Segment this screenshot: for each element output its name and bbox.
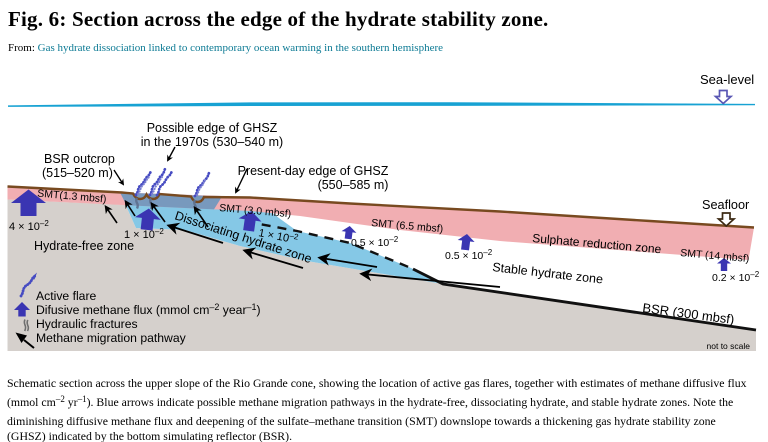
- svg-text:Methane migration pathway: Methane migration pathway: [36, 331, 187, 345]
- svg-text:Sea-level: Sea-level: [700, 72, 754, 87]
- svg-text:Difusive methane flux (mmol cm: Difusive methane flux (mmol cm–2 year–1): [36, 302, 261, 317]
- svg-text:Fig. 6: Section across the edg: Fig. 6: Section across the edge of the h…: [8, 7, 548, 31]
- svg-text:Possible edge of GHSZ: Possible edge of GHSZ: [147, 121, 278, 135]
- svg-text:4 × 10–2: 4 × 10–2: [9, 219, 49, 233]
- svg-text:Hydrate-free zone: Hydrate-free zone: [34, 239, 134, 253]
- svg-text:Present-day edge of GHSZ: Present-day edge of GHSZ: [238, 164, 389, 178]
- svg-text:(515–520 m): (515–520 m): [42, 166, 113, 180]
- svg-text:(mmol cm–2 yr–1). Blue arrows: (mmol cm–2 yr–1). Blue arrows indicate p…: [7, 394, 733, 409]
- svg-text:(550–585 m): (550–585 m): [318, 178, 389, 192]
- svg-text:0.2 × 10–2: 0.2 × 10–2: [712, 270, 760, 284]
- svg-text:Schematic section across the u: Schematic section across the upper slope…: [7, 376, 747, 390]
- svg-text:0.5 × 10–2: 0.5 × 10–2: [445, 248, 493, 262]
- svg-text:BSR outcrop: BSR outcrop: [44, 152, 115, 166]
- svg-text:From: Gas hydrate dissociation: From: Gas hydrate dissociation linked to…: [8, 42, 443, 54]
- svg-text:diminishing diffusive methane: diminishing diffusive methane flux and d…: [7, 414, 716, 428]
- svg-text:not to scale: not to scale: [707, 341, 751, 351]
- svg-text:1 × 10–2: 1 × 10–2: [124, 227, 164, 241]
- svg-text:Active flare: Active flare: [36, 289, 97, 303]
- svg-text:0.5 × 10–2: 0.5 × 10–2: [351, 235, 399, 249]
- svg-text:(GHSZ) indicated by the bottom: (GHSZ) indicated by the bottom simulatin…: [7, 429, 292, 442]
- svg-text:Hydraulic fractures: Hydraulic fractures: [36, 317, 138, 331]
- svg-text:Seafloor: Seafloor: [702, 198, 750, 212]
- svg-text:in the 1970s (530–540 m): in the 1970s (530–540 m): [141, 135, 283, 149]
